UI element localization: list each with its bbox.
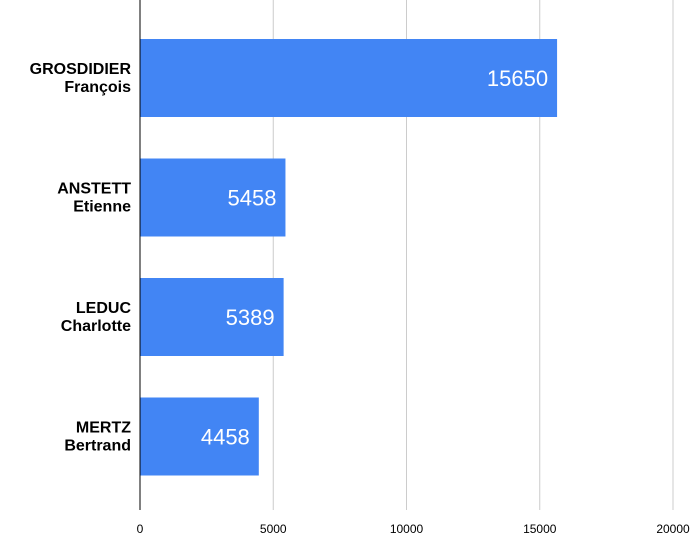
x-tick-label: 0 <box>137 522 144 536</box>
x-tick-labels: 0 5000 10000 15000 20000 <box>137 522 690 536</box>
bar <box>140 397 259 476</box>
bar-value-label: 4458 <box>201 425 250 450</box>
category-label: MERTZ <box>76 420 131 437</box>
x-tick-label: 15000 <box>523 522 557 536</box>
bar <box>140 158 286 237</box>
bar <box>140 39 558 117</box>
category-label: LEDUC <box>76 300 132 317</box>
category-label: François <box>64 79 131 96</box>
x-tick-label: 10000 <box>390 522 424 536</box>
bar-value-label: 5389 <box>226 305 275 330</box>
bar-value-labels: 15650 5458 5389 4458 <box>201 66 548 450</box>
category-label: Etienne <box>73 199 131 216</box>
bar-value-label: 5458 <box>228 186 277 211</box>
bar-value-label: 15650 <box>487 66 548 91</box>
bar <box>140 278 284 356</box>
x-tick-label: 5000 <box>260 522 287 536</box>
bars <box>140 39 558 476</box>
category-label: Bertrand <box>64 438 131 455</box>
x-tick-label: 20000 <box>656 522 690 536</box>
category-label: Charlotte <box>61 318 131 335</box>
category-label: ANSTETT <box>57 181 131 198</box>
category-label: GROSDIDIER <box>30 61 132 78</box>
